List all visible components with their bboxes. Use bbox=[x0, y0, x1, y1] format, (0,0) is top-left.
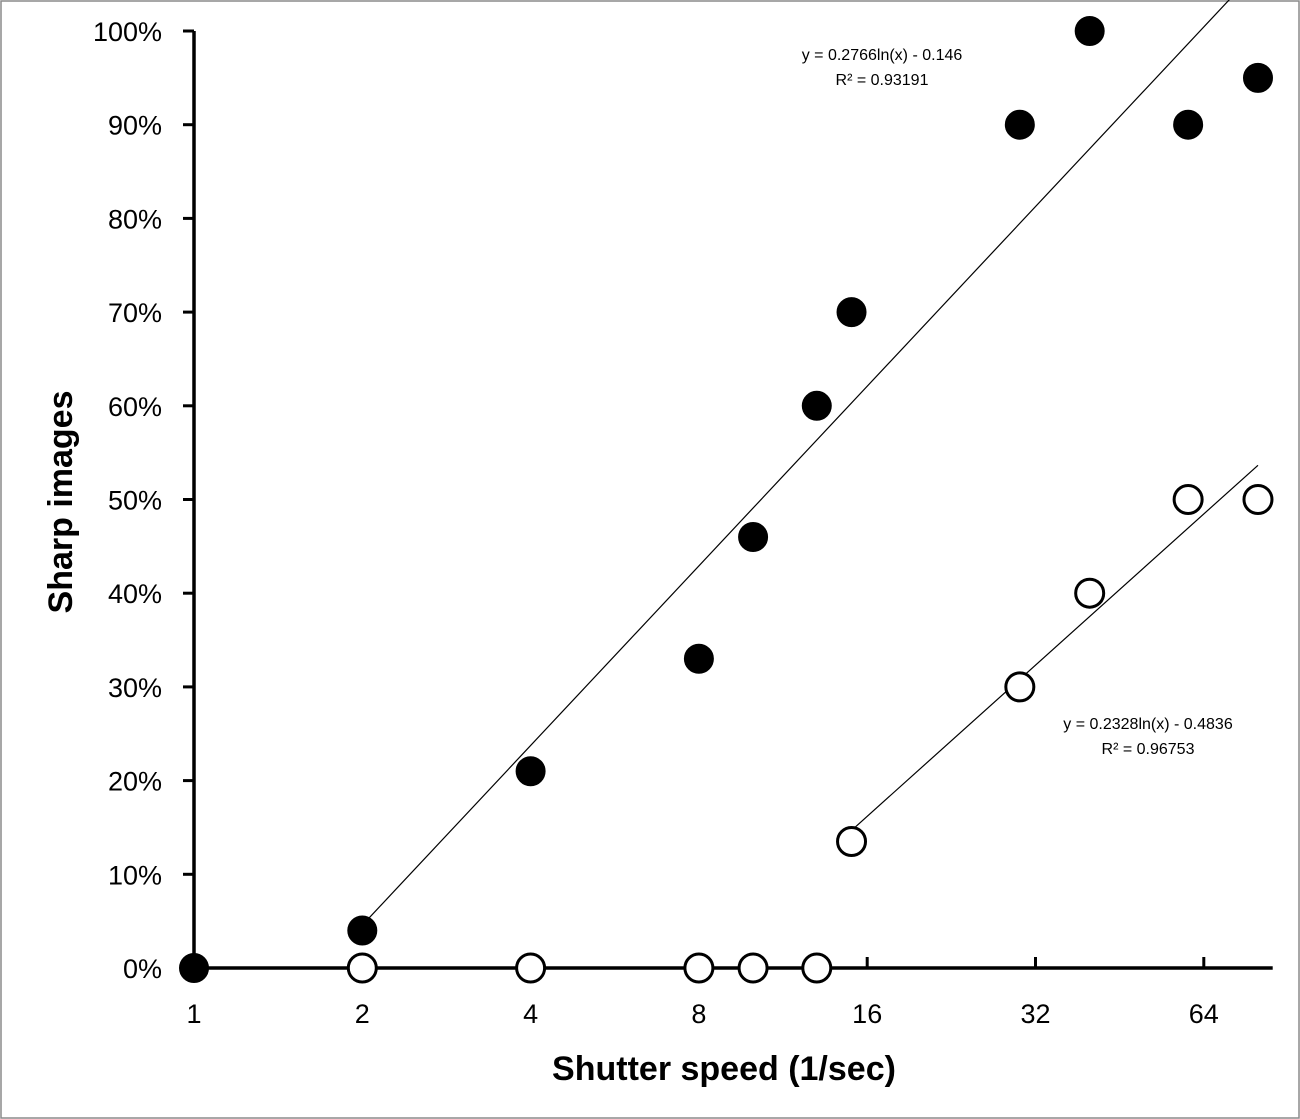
trendline-equation-open: y = 0.2328ln(x) - 0.4836 bbox=[1063, 716, 1233, 733]
data-point-open bbox=[1172, 484, 1204, 515]
y-tick-label: 30% bbox=[108, 673, 162, 703]
y-tick-label: 90% bbox=[108, 111, 162, 141]
y-tick-label: 40% bbox=[108, 579, 162, 609]
data-point-open bbox=[836, 826, 868, 858]
data-point-open bbox=[346, 952, 378, 984]
trendline-r2-open: R² = 0.96753 bbox=[1102, 741, 1195, 758]
data-point-filled bbox=[801, 390, 832, 421]
y-tick-label: 100% bbox=[93, 17, 162, 47]
x-tick-label: 32 bbox=[1020, 999, 1050, 1029]
y-tick-label: 0% bbox=[123, 954, 162, 984]
data-point-filled bbox=[1074, 16, 1105, 46]
trendline-r2-filled: R² = 0.93191 bbox=[836, 72, 929, 89]
y-axis-title: Sharp images bbox=[42, 391, 80, 614]
y-tick-label: 60% bbox=[108, 392, 162, 422]
data-point-filled bbox=[179, 953, 209, 983]
point-layer bbox=[179, 16, 1274, 984]
x-tick-label: 16 bbox=[852, 999, 882, 1029]
trendline-filled bbox=[361, 0, 1230, 926]
x-tick-label: 4 bbox=[523, 999, 538, 1029]
data-point-filled bbox=[515, 756, 546, 787]
data-point-filled bbox=[836, 297, 867, 328]
trendline-layer bbox=[361, 0, 1259, 926]
data-point-filled bbox=[1173, 109, 1204, 140]
y-tick-label: 70% bbox=[108, 298, 162, 328]
data-point-filled bbox=[1004, 109, 1035, 140]
y-tick-label: 20% bbox=[108, 767, 162, 797]
y-tick-label: 10% bbox=[108, 860, 162, 890]
data-point-open bbox=[801, 952, 833, 984]
data-point-open bbox=[1004, 671, 1036, 703]
trendline-equation-filled: y = 0.2766ln(x) - 0.146 bbox=[802, 47, 963, 64]
data-point-filled bbox=[683, 643, 714, 674]
x-tick-label: 1 bbox=[186, 999, 201, 1029]
x-tick-label: 64 bbox=[1189, 999, 1219, 1029]
y-tick-label: 80% bbox=[108, 204, 162, 234]
trendline-open bbox=[851, 464, 1259, 831]
data-point-open bbox=[1074, 577, 1106, 609]
data-point-filled bbox=[1242, 62, 1273, 93]
data-point-open bbox=[683, 952, 715, 984]
x-tick-label: 8 bbox=[691, 999, 706, 1029]
x-axis-title: Shutter speed (1/sec) bbox=[552, 1050, 896, 1088]
y-tick-label: 50% bbox=[108, 486, 162, 516]
data-point-open bbox=[737, 952, 769, 984]
data-point-open bbox=[1242, 484, 1274, 515]
axis-layer: 0% 10% 20% 30% 40% 50% 60% 70% 80% 90% 100% 1 2 4 8 16 3… bbox=[93, 17, 1273, 1029]
data-point-open bbox=[515, 952, 547, 984]
data-point-filled bbox=[347, 915, 378, 946]
data-point-filled bbox=[738, 521, 769, 552]
x-tick-label: 2 bbox=[355, 999, 370, 1029]
